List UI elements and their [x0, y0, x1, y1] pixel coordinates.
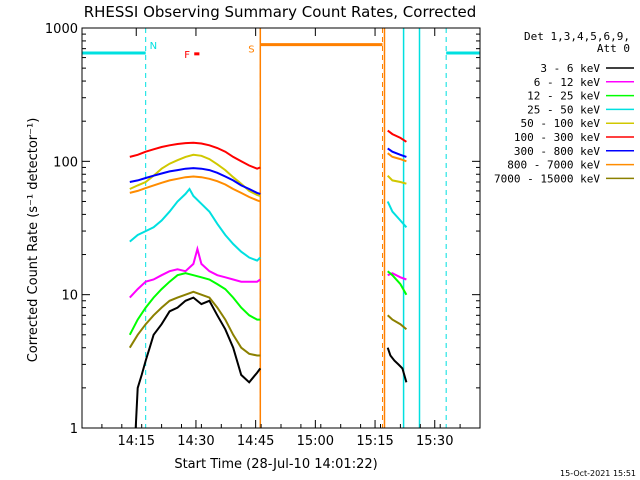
y-tick-label: 100	[53, 155, 78, 170]
series-line-25-50-	[129, 187, 261, 262]
legend-label: 25 - 50 keV	[527, 103, 600, 116]
chart-title: RHESSI Observing Summary Count Rates, Co…	[84, 3, 477, 21]
series-line-100-300-	[387, 129, 407, 143]
legend-label: 300 - 800 keV	[514, 145, 600, 158]
x-tick-label: 15:30	[416, 434, 453, 449]
legend-label: 800 - 7000 keV	[507, 159, 600, 172]
y-tick-label: 1000	[45, 22, 78, 37]
series-line-100-300-	[129, 141, 261, 170]
series-line-300-800-	[387, 147, 407, 158]
series-layer	[128, 129, 408, 429]
saa-flag-label: S	[248, 45, 254, 56]
series-line-25-50-	[386, 201, 408, 228]
x-tick-label: 14:15	[118, 434, 155, 449]
plot-frame: 14:15 14:30 14:45 15:00 15:15 15:30 1 10 100 1000	[45, 22, 481, 449]
legend-header-detectors: Det 1,3,4,5,6,9,	[524, 30, 630, 43]
flare-flag-label: F	[184, 50, 190, 61]
series-line-7000-15000-	[387, 314, 408, 331]
legend-label: 12 - 25 keV	[527, 90, 600, 103]
legend-label: 50 - 100 keV	[521, 117, 601, 130]
series-line-7000-15000-	[128, 290, 261, 357]
y-axis-label: Corrected Count Rate (s⁻¹ detector⁻¹)	[26, 118, 41, 363]
series-line-12-25-	[387, 270, 408, 296]
footer-timestamp: 15-Oct-2021 15:51	[560, 469, 636, 478]
series-line-6-12-	[129, 245, 261, 299]
legend-header-attenuator: Att 0	[597, 42, 630, 55]
series-line-800-7000-	[129, 175, 261, 203]
legend-label: 3 - 6 keV	[540, 62, 600, 75]
y-tick-label: 1	[70, 422, 78, 437]
series-line-300-800-	[129, 167, 261, 195]
series-line-3-6-	[134, 296, 262, 429]
flag-layer: N SF	[82, 28, 480, 428]
legend-label: 100 - 300 keV	[514, 131, 600, 144]
series-line-50-100-	[386, 174, 407, 185]
x-axis-label: Start Time (28-Jul-10 14:01:22)	[174, 457, 377, 472]
y-tick-label: 10	[61, 289, 78, 304]
legend-label: 6 - 12 keV	[534, 76, 601, 89]
legend-label: 7000 - 15000 keV	[494, 172, 600, 185]
series-line-12-25-	[128, 272, 261, 336]
series-line-800-7000-	[387, 152, 407, 163]
series-line-3-6-	[386, 347, 408, 383]
x-tick-label: 15:00	[297, 434, 334, 449]
night-flag-label: N	[150, 41, 157, 52]
x-tick-label: 14:30	[177, 434, 214, 449]
x-tick-label: 14:45	[237, 434, 274, 449]
x-tick-label: 15:15	[356, 434, 393, 449]
